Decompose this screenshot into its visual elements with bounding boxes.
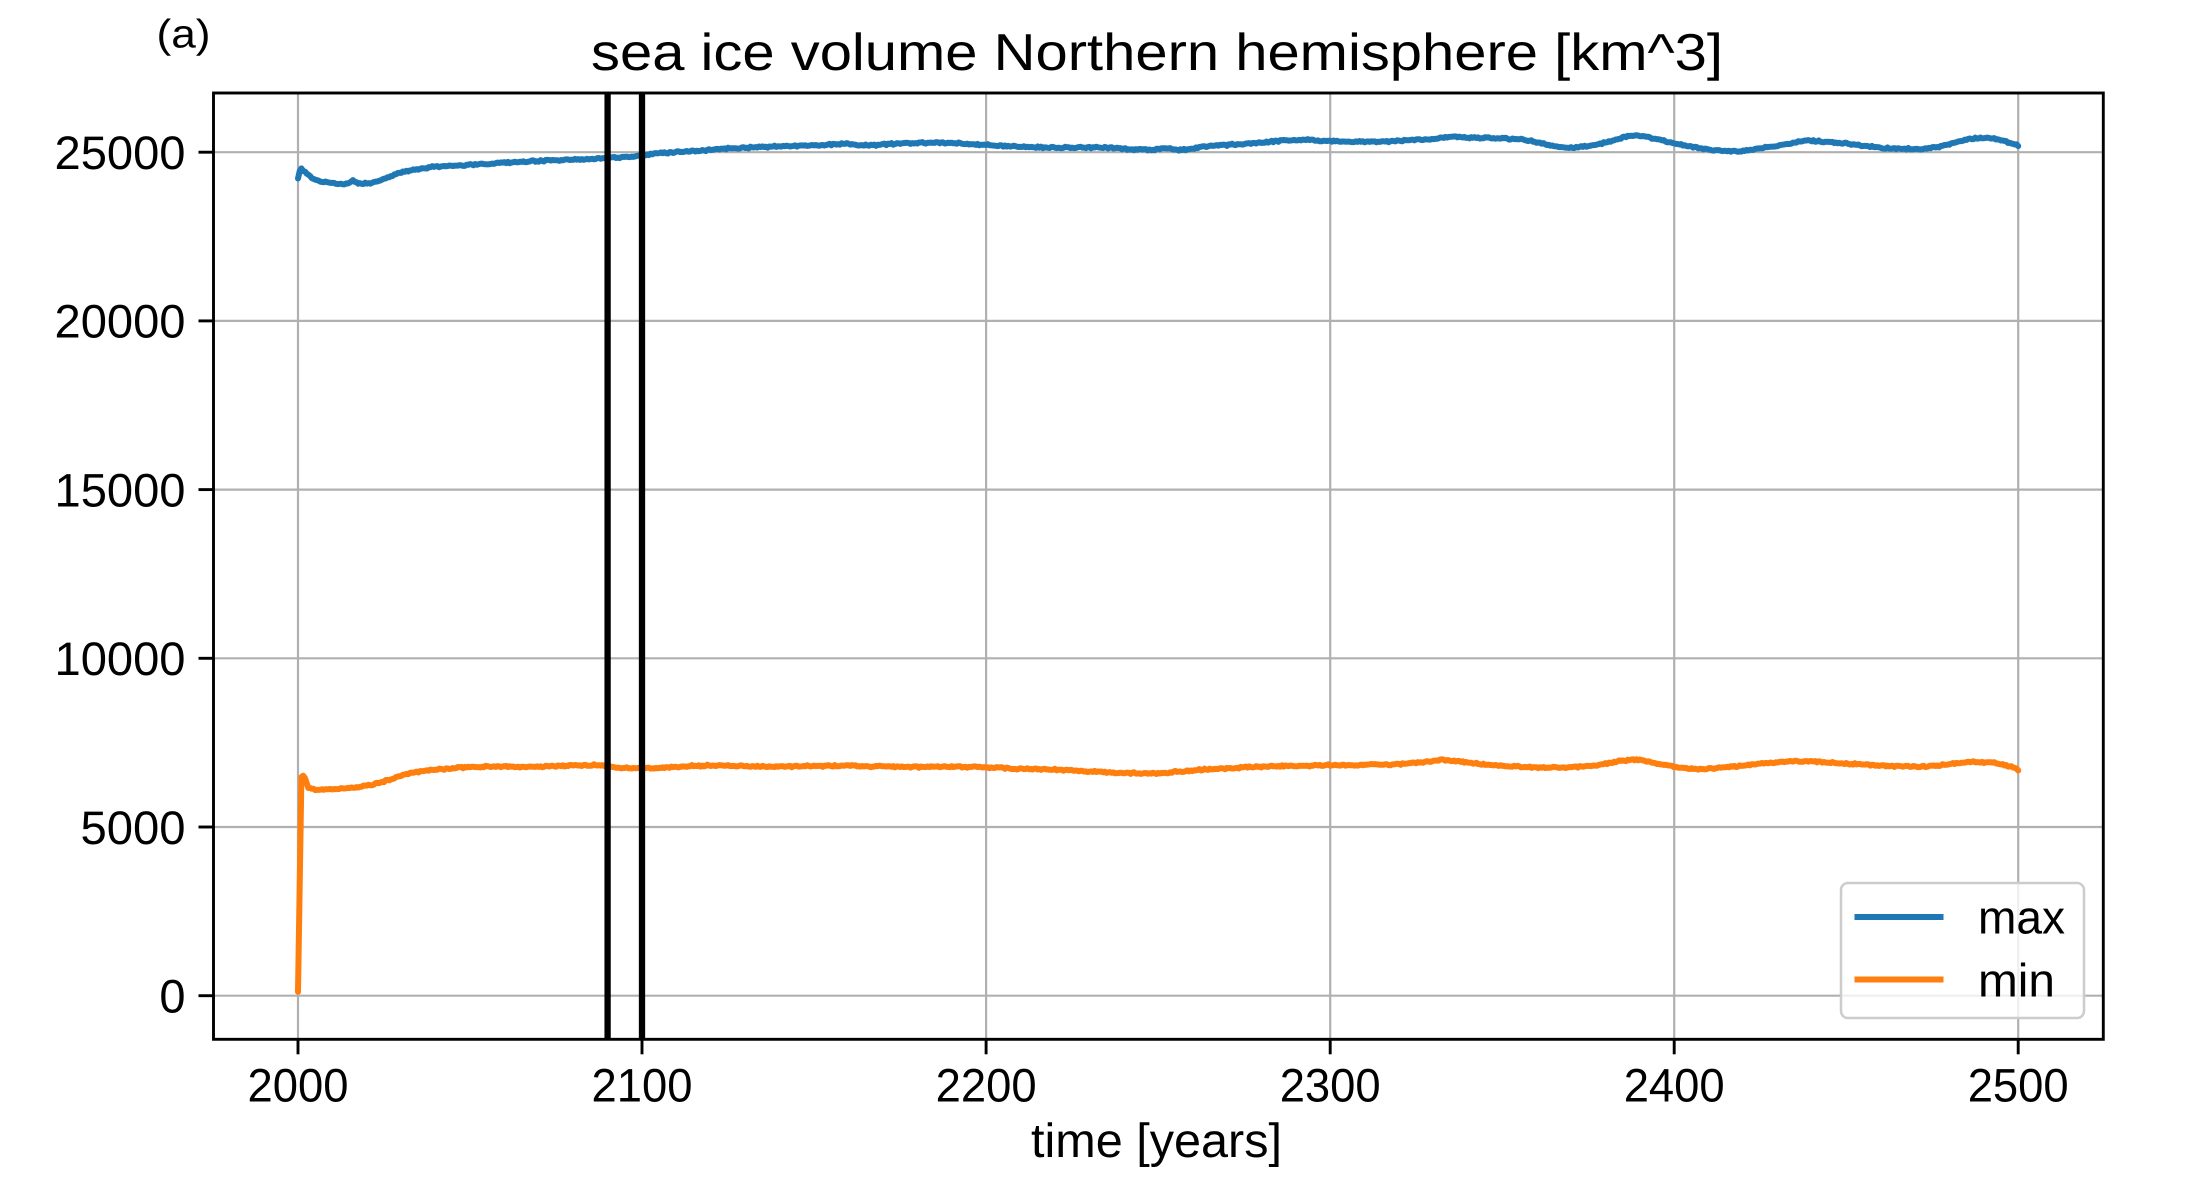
svg-text:time [years]: time [years] bbox=[1031, 1115, 1282, 1168]
svg-text:2500: 2500 bbox=[1968, 1059, 2069, 1112]
svg-text:5000: 5000 bbox=[81, 801, 186, 854]
svg-text:0: 0 bbox=[159, 970, 185, 1023]
svg-text:2300: 2300 bbox=[1280, 1059, 1381, 1112]
svg-text:10000: 10000 bbox=[55, 632, 186, 685]
svg-text:25000: 25000 bbox=[55, 126, 186, 179]
svg-text:2000: 2000 bbox=[248, 1059, 349, 1112]
svg-text:(a): (a) bbox=[157, 13, 211, 57]
svg-text:max: max bbox=[1978, 891, 2065, 944]
svg-text:15000: 15000 bbox=[55, 463, 186, 516]
svg-text:2200: 2200 bbox=[936, 1059, 1037, 1112]
svg-text:2400: 2400 bbox=[1624, 1059, 1725, 1112]
svg-text:min: min bbox=[1978, 953, 2055, 1006]
svg-text:sea ice volume Northern hemisp: sea ice volume Northern hemisphere [km^3… bbox=[591, 24, 1723, 82]
svg-text:2100: 2100 bbox=[592, 1059, 693, 1112]
svg-text:20000: 20000 bbox=[55, 295, 186, 348]
